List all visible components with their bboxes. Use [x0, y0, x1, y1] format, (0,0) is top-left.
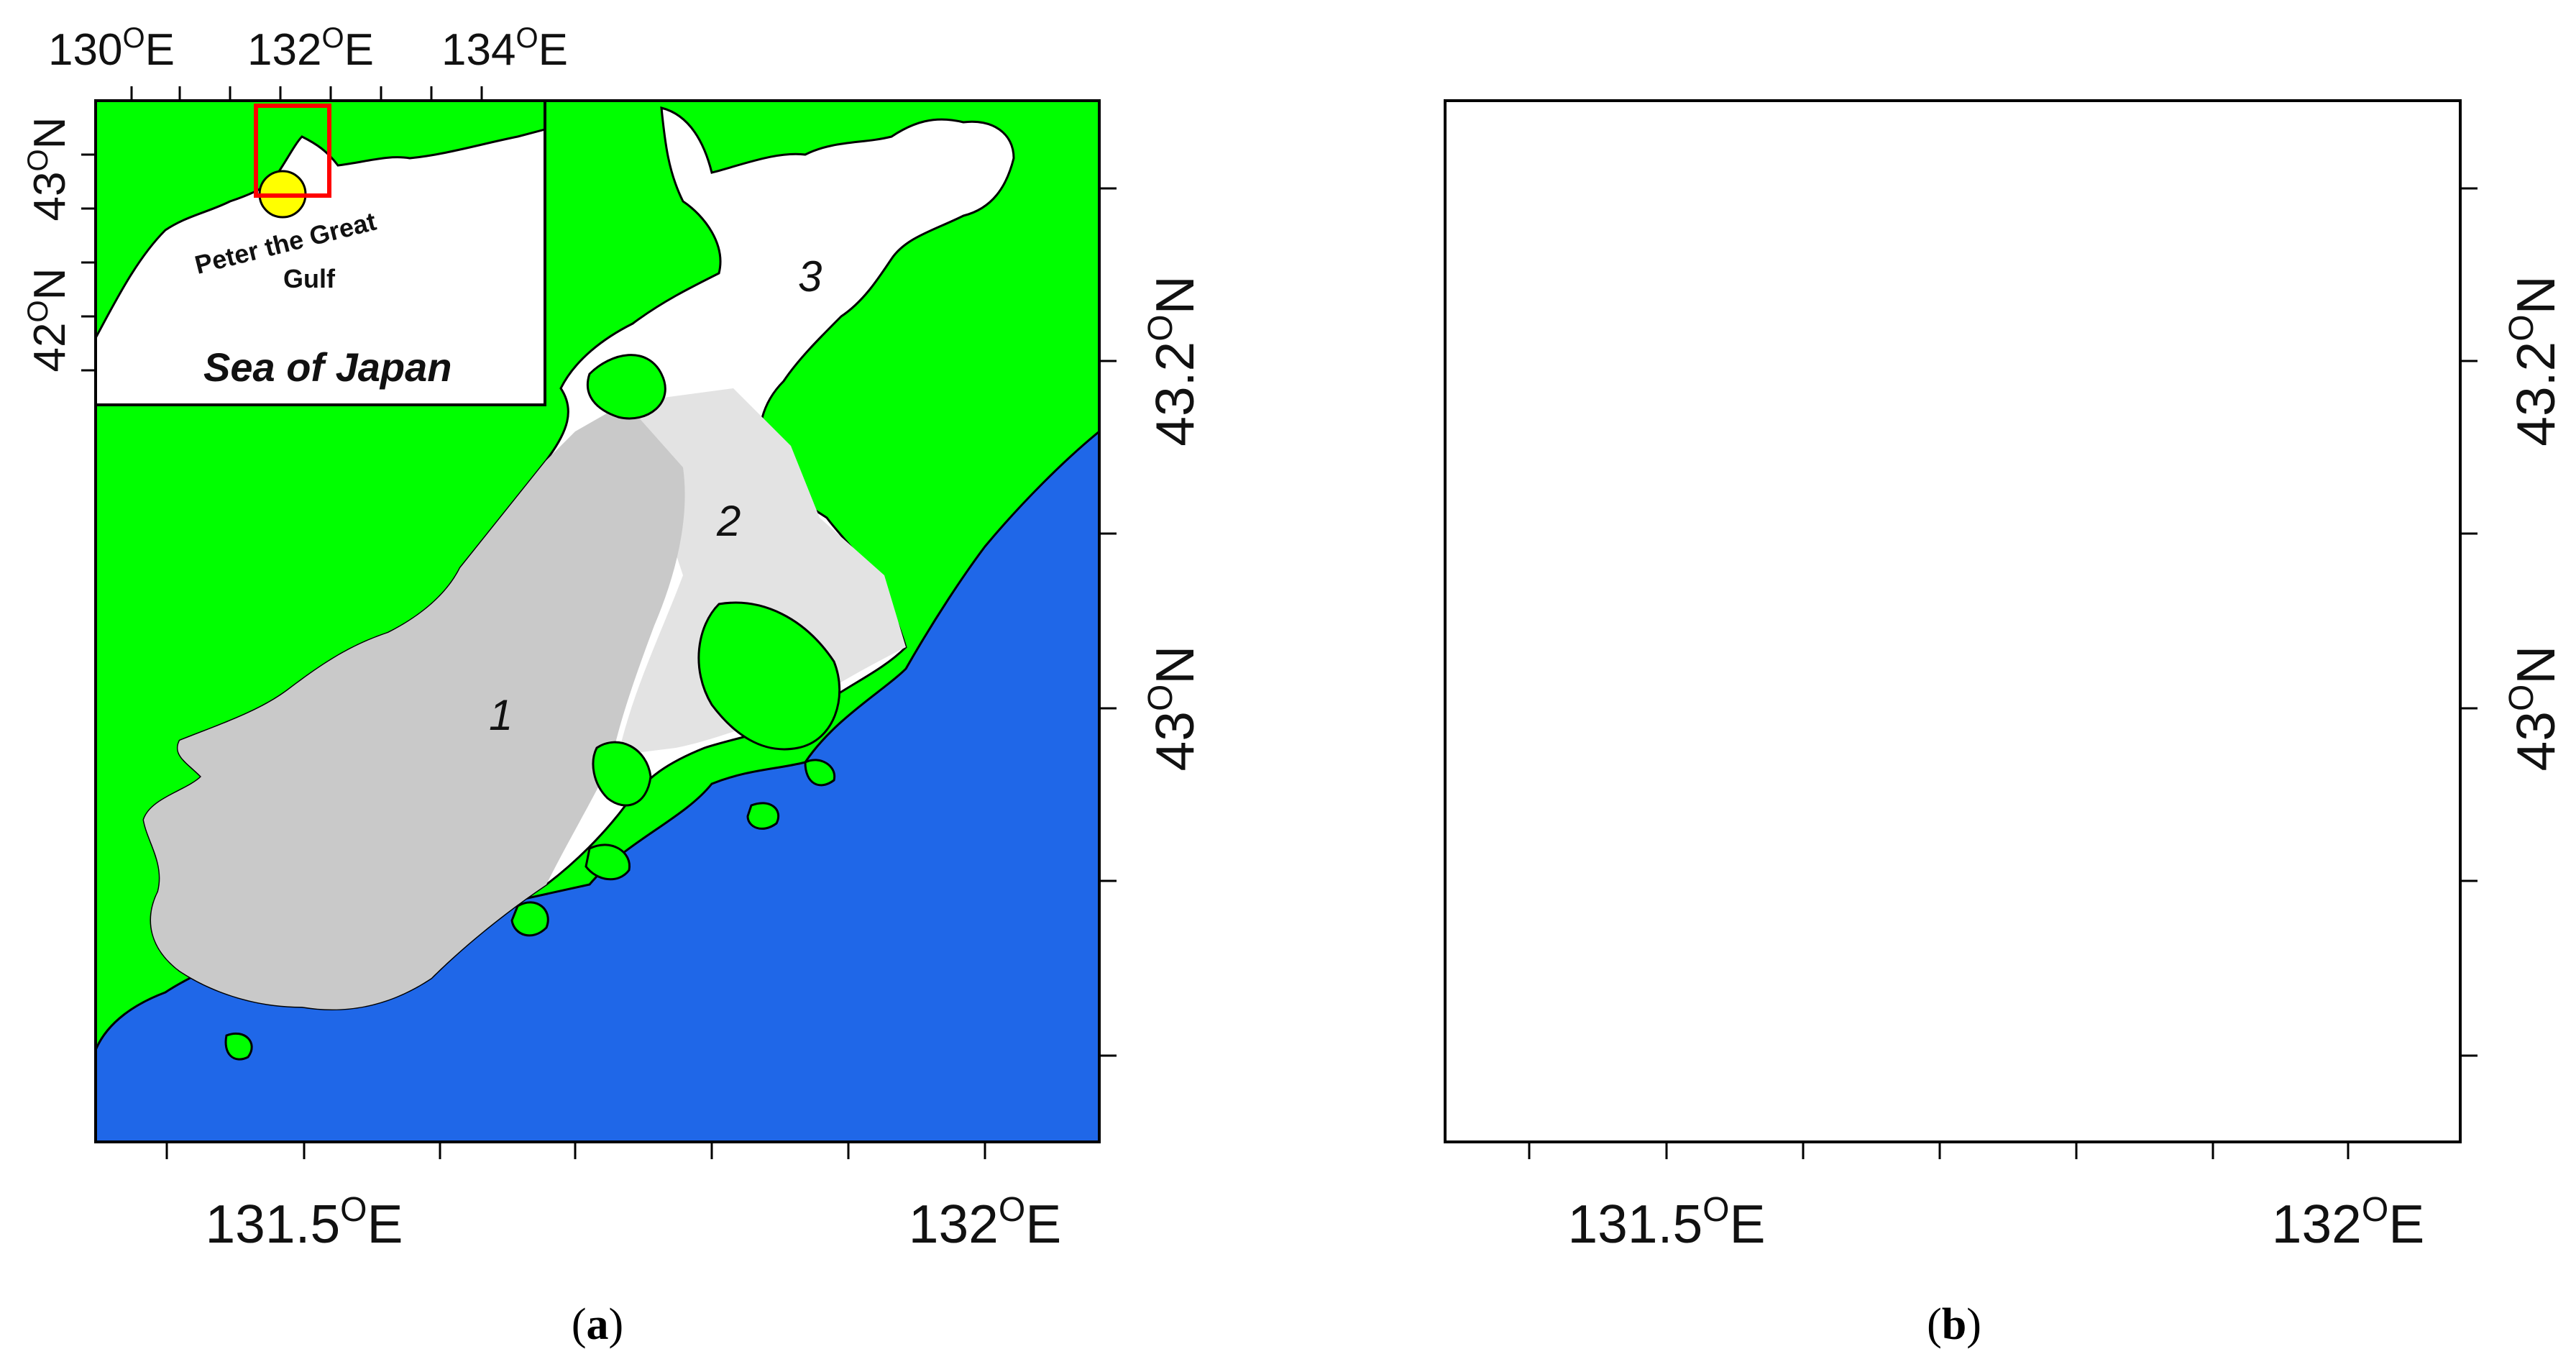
panel-a-island — [224, 1032, 253, 1061]
panel-b-island — [1575, 1033, 1601, 1059]
panel-a-island — [510, 901, 549, 937]
panel-b: 131.5OE 132OE 43.2ON 43ON (b) — [1444, 99, 2566, 1349]
inset-y-label-42: 42ON — [22, 268, 75, 372]
panel-b-sea — [1445, 431, 2460, 1142]
panel-b-bay — [1493, 108, 2363, 1010]
panel-a-y-label-43: 43ON — [1142, 646, 1205, 772]
inset-tick-marks — [81, 86, 483, 372]
panel-a-frame — [94, 99, 1101, 1143]
panel-a: 1 2 3 131.5OE 132OE 43.2ON 43ON (a) — [94, 99, 1205, 1349]
panel-a-x-tick-marks — [165, 1142, 986, 1159]
panel-a-y-tick-marks — [1099, 187, 1117, 1057]
panel-b-caption: (b) — [1927, 1300, 1981, 1349]
panel-b-island — [2097, 803, 2128, 829]
zone-label-3: 3 — [798, 252, 822, 301]
zone-label-1: 1 — [489, 691, 513, 739]
panel-a-island — [585, 843, 631, 881]
inset-x-label-134: 134OE — [441, 22, 568, 75]
panel-b-island — [1861, 902, 1897, 936]
inset-study-area-box — [254, 104, 331, 198]
panel-a-island — [697, 601, 841, 751]
panel-b-island — [1935, 845, 1979, 879]
panel-a-x-label-132: 132OE — [909, 1191, 1062, 1254]
panel-b-island — [2048, 603, 2189, 749]
panel-a-island — [804, 759, 836, 787]
panel-a-x-label-1315: 131.5OE — [205, 1191, 403, 1254]
zone-label-2: 2 — [716, 497, 741, 545]
panel-b-island — [1937, 355, 2014, 419]
panel-b-island — [2155, 760, 2184, 785]
inset-gulf-label-2: Gulf — [283, 264, 336, 293]
panel-a-island — [746, 802, 779, 830]
inset-frame — [94, 99, 546, 406]
panel-a-y-label-432: 43.2ON — [1142, 275, 1205, 447]
inset-x-label-132: 132OE — [247, 22, 374, 75]
panel-b-x-label-1315: 131.5OE — [1567, 1191, 1765, 1254]
panel-b-y-label-432: 43.2ON — [2503, 275, 2566, 447]
panel-a-island — [592, 741, 652, 807]
panel-a-island — [586, 354, 666, 420]
inset-sea — [96, 128, 545, 405]
panel-b-x-label-132: 132OE — [2272, 1191, 2425, 1254]
panel-a-zone-1 — [144, 403, 685, 1010]
panel-b-frame — [1444, 99, 2462, 1143]
panel-b-x-tick-marks — [1528, 1142, 2350, 1159]
panel-b-y-tick-marks — [2460, 187, 2478, 1057]
inset-x-label-130: 130OE — [48, 22, 175, 75]
inset-sea-label: Sea of Japan — [203, 344, 452, 390]
panel-b-island — [1943, 742, 2000, 805]
panel-a-caption: (a) — [572, 1300, 623, 1349]
inset-y-label-43: 43ON — [22, 117, 75, 221]
inset-map: Peter the Great Gulf Sea of Japan 130OE … — [22, 22, 568, 406]
panel-b-y-label-43: 43ON — [2503, 646, 2566, 772]
